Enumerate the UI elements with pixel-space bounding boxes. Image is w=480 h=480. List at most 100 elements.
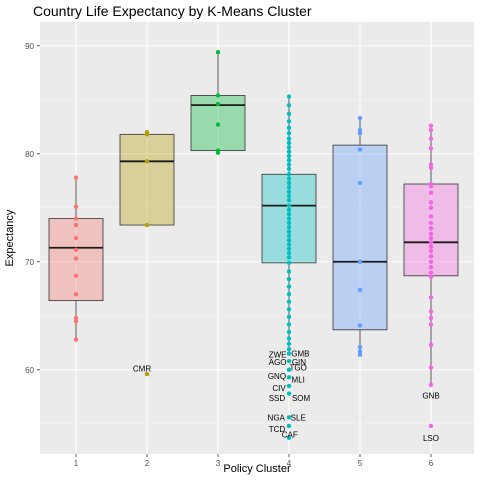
x-tick-label: 2 bbox=[145, 459, 150, 468]
data-point bbox=[428, 146, 434, 151]
data-point bbox=[286, 291, 292, 297]
data-point bbox=[286, 176, 292, 181]
data-point bbox=[73, 222, 79, 228]
data-point bbox=[286, 375, 292, 380]
data-point bbox=[144, 222, 150, 228]
data-point bbox=[286, 250, 292, 256]
data-point bbox=[357, 147, 363, 152]
data-point bbox=[286, 119, 292, 124]
box-cluster-5 bbox=[332, 118, 388, 355]
data-point bbox=[428, 342, 434, 348]
data-point bbox=[286, 136, 292, 141]
data-point bbox=[286, 131, 292, 136]
data-point bbox=[215, 122, 221, 127]
data-point bbox=[357, 352, 363, 357]
data-point bbox=[286, 237, 292, 243]
y-axis-ticks: 60 70 80 90 bbox=[25, 42, 40, 375]
data-point bbox=[286, 180, 292, 186]
data-point bbox=[286, 149, 292, 154]
x-tick-label: 1 bbox=[74, 459, 79, 468]
data-point bbox=[357, 344, 363, 350]
outlier-label: AGO bbox=[269, 358, 287, 367]
data-point bbox=[286, 153, 292, 159]
data-point bbox=[144, 159, 150, 164]
data-point bbox=[428, 248, 434, 254]
data-point bbox=[428, 365, 434, 370]
data-point bbox=[286, 172, 292, 177]
outlier-label: SSD bbox=[269, 394, 286, 403]
data-point bbox=[144, 132, 150, 137]
data-point bbox=[428, 423, 434, 429]
data-point bbox=[428, 220, 434, 226]
box-cluster-2 bbox=[119, 132, 175, 226]
data-point bbox=[428, 183, 434, 189]
chart-title: Country Life Expectancy by K-Means Clust… bbox=[33, 3, 312, 19]
data-point bbox=[286, 242, 292, 247]
outlier-label: TGO bbox=[290, 364, 307, 373]
data-point bbox=[428, 264, 434, 270]
data-point bbox=[286, 207, 292, 213]
data-point bbox=[428, 259, 434, 264]
data-point bbox=[73, 337, 79, 342]
data-point bbox=[357, 323, 363, 328]
data-point bbox=[428, 235, 434, 241]
outlier-label: GNB bbox=[422, 392, 439, 401]
outlier-label: MLI bbox=[292, 375, 305, 384]
y-tick-label: 80 bbox=[25, 150, 34, 159]
data-point bbox=[286, 233, 292, 239]
y-tick-label: 60 bbox=[25, 366, 34, 375]
data-point bbox=[73, 273, 79, 278]
data-point bbox=[73, 235, 79, 241]
data-point bbox=[428, 270, 434, 275]
data-point bbox=[286, 203, 292, 208]
outlier-label: TCD bbox=[269, 425, 286, 434]
data-point bbox=[144, 371, 150, 377]
data-point bbox=[73, 256, 79, 261]
data-point bbox=[286, 260, 292, 266]
y-axis-title: Expectancy bbox=[4, 209, 16, 266]
outlier-label: SOM bbox=[292, 394, 311, 403]
data-point bbox=[428, 123, 434, 128]
plot-panel bbox=[40, 22, 474, 454]
data-point bbox=[428, 382, 434, 388]
x-tick-label: 4 bbox=[287, 459, 292, 468]
data-point bbox=[73, 247, 79, 253]
data-point bbox=[286, 322, 292, 327]
data-point bbox=[286, 94, 292, 99]
data-point bbox=[357, 115, 363, 121]
data-point bbox=[286, 185, 292, 190]
data-point bbox=[286, 162, 292, 167]
data-point bbox=[73, 175, 79, 180]
data-point bbox=[286, 220, 292, 226]
data-point bbox=[286, 329, 292, 335]
data-point bbox=[357, 127, 363, 133]
data-point bbox=[215, 101, 221, 107]
data-points bbox=[73, 50, 434, 440]
outlier-label: SLE bbox=[291, 413, 306, 422]
data-point bbox=[286, 198, 292, 203]
data-point bbox=[215, 50, 221, 55]
data-point bbox=[428, 274, 434, 280]
data-point bbox=[428, 244, 434, 249]
data-point bbox=[428, 315, 434, 321]
data-point bbox=[286, 367, 292, 372]
data-point bbox=[286, 358, 292, 364]
data-point bbox=[286, 145, 292, 150]
data-point bbox=[286, 246, 292, 251]
data-point bbox=[428, 231, 434, 236]
y-tick-label: 70 bbox=[25, 258, 34, 267]
data-point bbox=[286, 391, 292, 396]
data-point bbox=[286, 193, 292, 199]
outlier-label: ZWE bbox=[269, 351, 287, 360]
data-point bbox=[286, 341, 292, 347]
data-point bbox=[286, 166, 292, 172]
data-point bbox=[357, 180, 363, 186]
data-point bbox=[286, 347, 292, 352]
data-point bbox=[286, 158, 292, 163]
data-point bbox=[428, 254, 434, 259]
data-point bbox=[357, 287, 363, 293]
y-tick-label: 90 bbox=[25, 42, 34, 51]
data-point bbox=[286, 102, 292, 108]
data-point bbox=[286, 383, 292, 389]
outlier-label: CIV bbox=[272, 384, 286, 393]
